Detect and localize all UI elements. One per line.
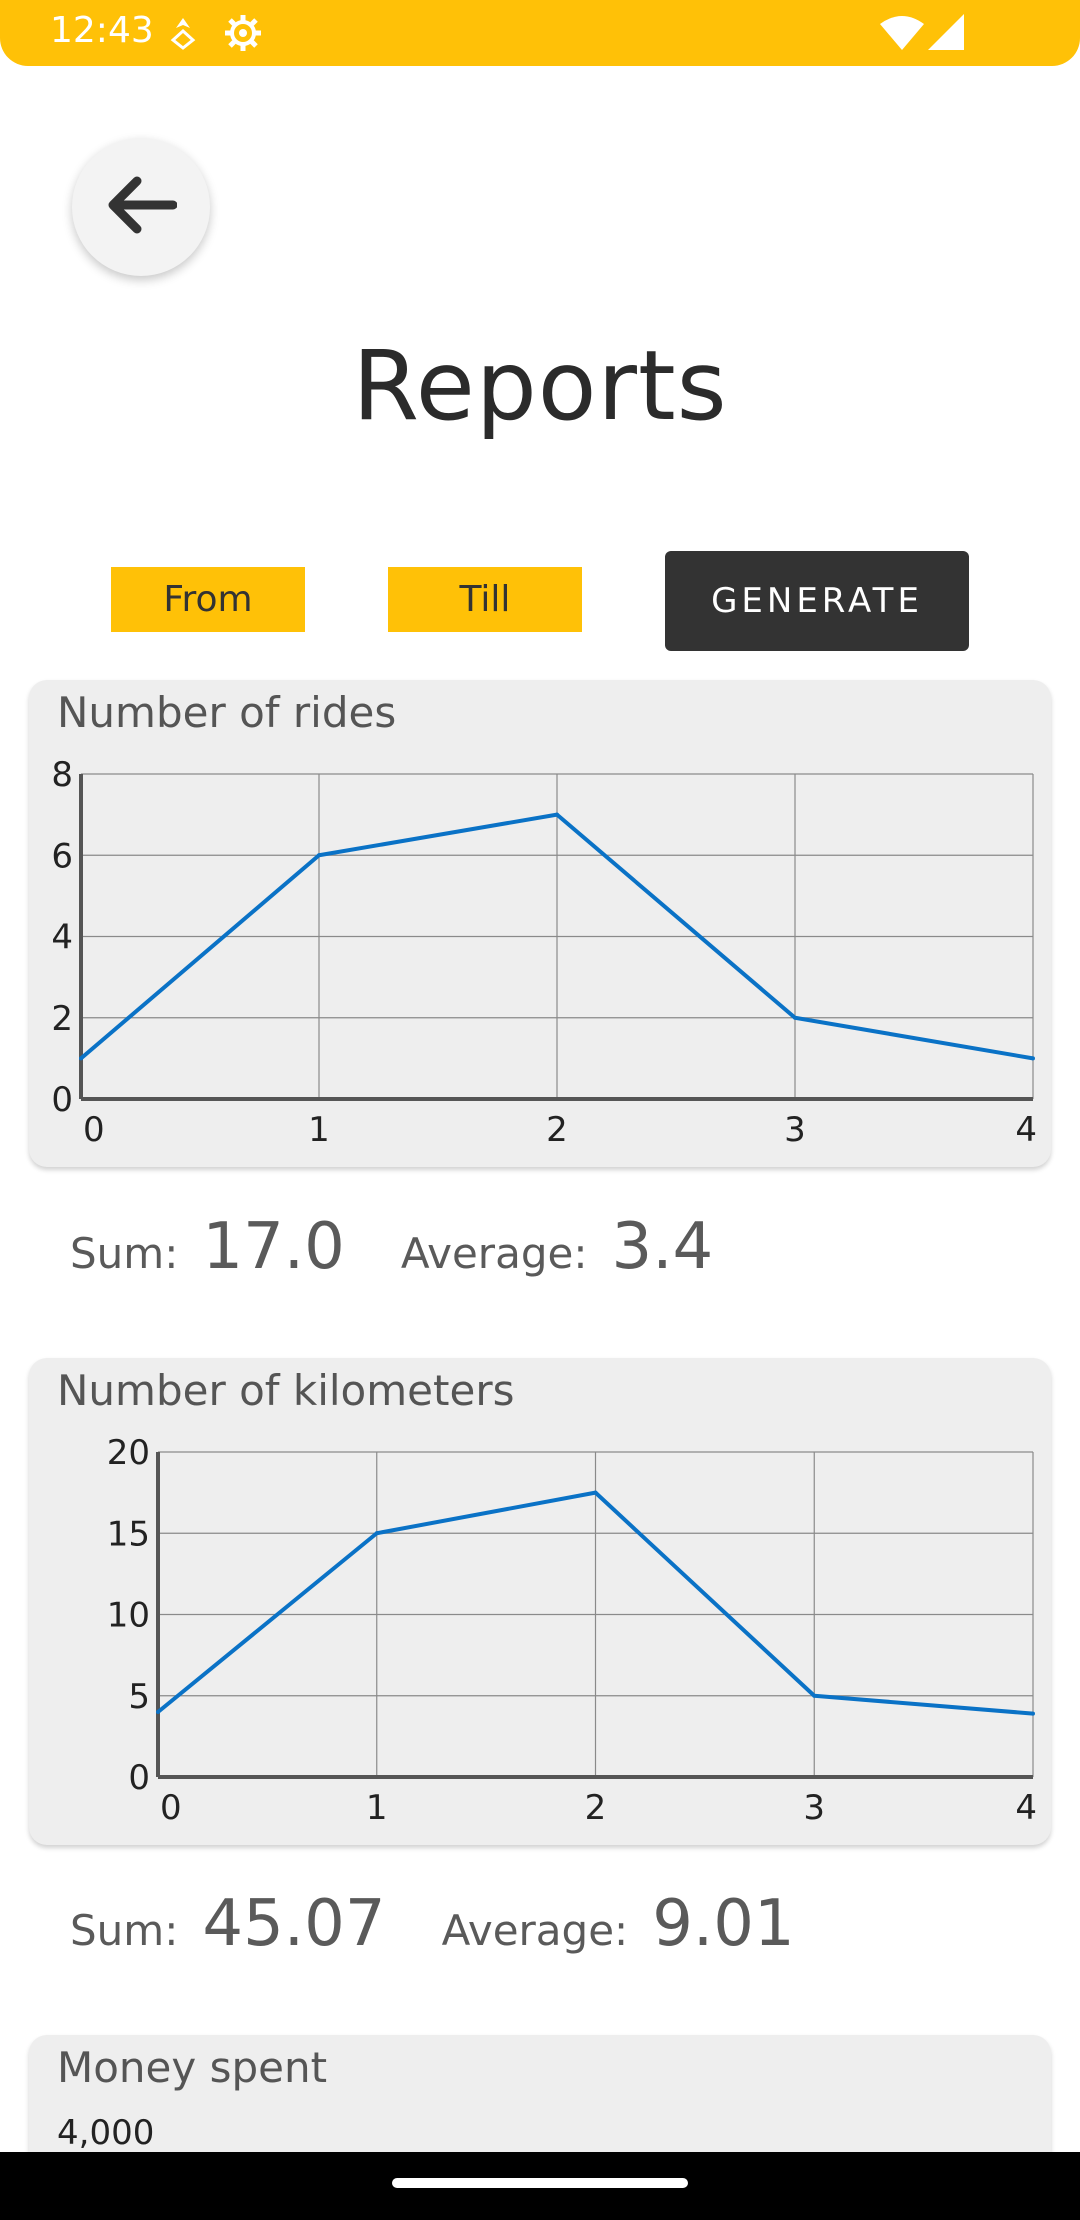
x-tick-label: 1 xyxy=(308,1110,330,1150)
data-point xyxy=(555,812,559,817)
status-bar: 12:43 xyxy=(0,0,1080,66)
y-tick-label: 0 xyxy=(51,1080,73,1120)
rides-sum-label: Sum: xyxy=(70,1229,179,1278)
x-tick-label: 0 xyxy=(83,1110,105,1150)
rides-line-chart: 0 2 4 6 8 0 1 2 3 4 xyxy=(51,755,1037,1150)
y-tick-label: 20 xyxy=(107,1433,150,1473)
page-title: Reports xyxy=(352,330,728,442)
y-tick-label: 4 xyxy=(51,918,73,958)
data-point xyxy=(1031,1711,1035,1716)
navigation-icon xyxy=(168,16,198,54)
kilometers-sum-label: Sum: xyxy=(70,1906,179,1955)
x-tick-label: 4 xyxy=(1015,1110,1037,1150)
data-point xyxy=(79,1056,83,1061)
money-partial-tick: 4,000 xyxy=(57,2113,155,2152)
data-point xyxy=(812,1693,817,1698)
x-tick-label: 3 xyxy=(784,1110,806,1150)
money-chart-title: Money spent xyxy=(57,2043,328,2092)
till-date-button[interactable]: Till xyxy=(388,567,582,632)
data-point xyxy=(793,1015,797,1020)
kilometers-chart-title: Number of kilometers xyxy=(57,1366,515,1415)
rides-chart-title: Number of rides xyxy=(57,688,397,737)
y-tick-label: 10 xyxy=(107,1596,150,1636)
y-tick-label: 2 xyxy=(51,999,73,1039)
rides-stats: Sum: 17.0 Average: 3.4 xyxy=(70,1210,769,1284)
rides-chart-card: Number of rides 0 2 4 6 8 0 1 2 3 4 xyxy=(29,680,1051,1167)
kilometers-sum-value: 45.07 xyxy=(202,1887,386,1961)
x-tick-label: 2 xyxy=(546,1110,568,1150)
data-point xyxy=(374,1531,379,1536)
home-gesture-handle[interactable] xyxy=(392,2178,688,2188)
y-tick-label: 6 xyxy=(51,836,73,876)
y-tick-label: 15 xyxy=(107,1514,150,1554)
settings-gear-icon xyxy=(224,14,262,56)
back-button[interactable] xyxy=(72,138,210,276)
kilometers-average-label: Average: xyxy=(441,1906,629,1955)
cell-signal-icon xyxy=(928,14,964,54)
x-tick-label: 0 xyxy=(160,1788,182,1828)
generate-button[interactable]: GENERATE xyxy=(665,551,969,651)
arrow-left-icon xyxy=(105,175,178,239)
status-time: 12:43 xyxy=(50,10,154,51)
rides-average-label: Average: xyxy=(400,1229,588,1278)
kilometers-chart-card: Number of kilometers 0 5 10 15 20 0 1 2 3 4 xyxy=(29,1358,1051,1845)
data-point xyxy=(1031,1056,1035,1061)
x-tick-label: 2 xyxy=(585,1788,607,1828)
kilometers-stats: Sum: 45.07 Average: 9.01 xyxy=(70,1887,851,1961)
data-point xyxy=(593,1490,598,1495)
y-tick-label: 8 xyxy=(51,755,73,795)
y-tick-label: 5 xyxy=(128,1677,150,1717)
y-tick-label: 0 xyxy=(128,1758,150,1798)
data-point xyxy=(317,853,321,858)
data-point xyxy=(156,1710,160,1714)
kilometers-line-chart: 0 5 10 15 20 0 1 2 3 4 xyxy=(107,1433,1037,1828)
x-tick-label: 1 xyxy=(366,1788,388,1828)
x-tick-label: 4 xyxy=(1015,1788,1037,1828)
from-date-button[interactable]: From xyxy=(111,567,305,632)
x-tick-label: 3 xyxy=(803,1788,825,1828)
rides-sum-value: 17.0 xyxy=(202,1210,345,1284)
rides-average-value: 3.4 xyxy=(611,1210,714,1284)
wifi-icon xyxy=(880,16,924,54)
money-chart-card: Money spent 4,000 xyxy=(29,2035,1051,2152)
kilometers-average-value: 9.01 xyxy=(652,1887,795,1961)
